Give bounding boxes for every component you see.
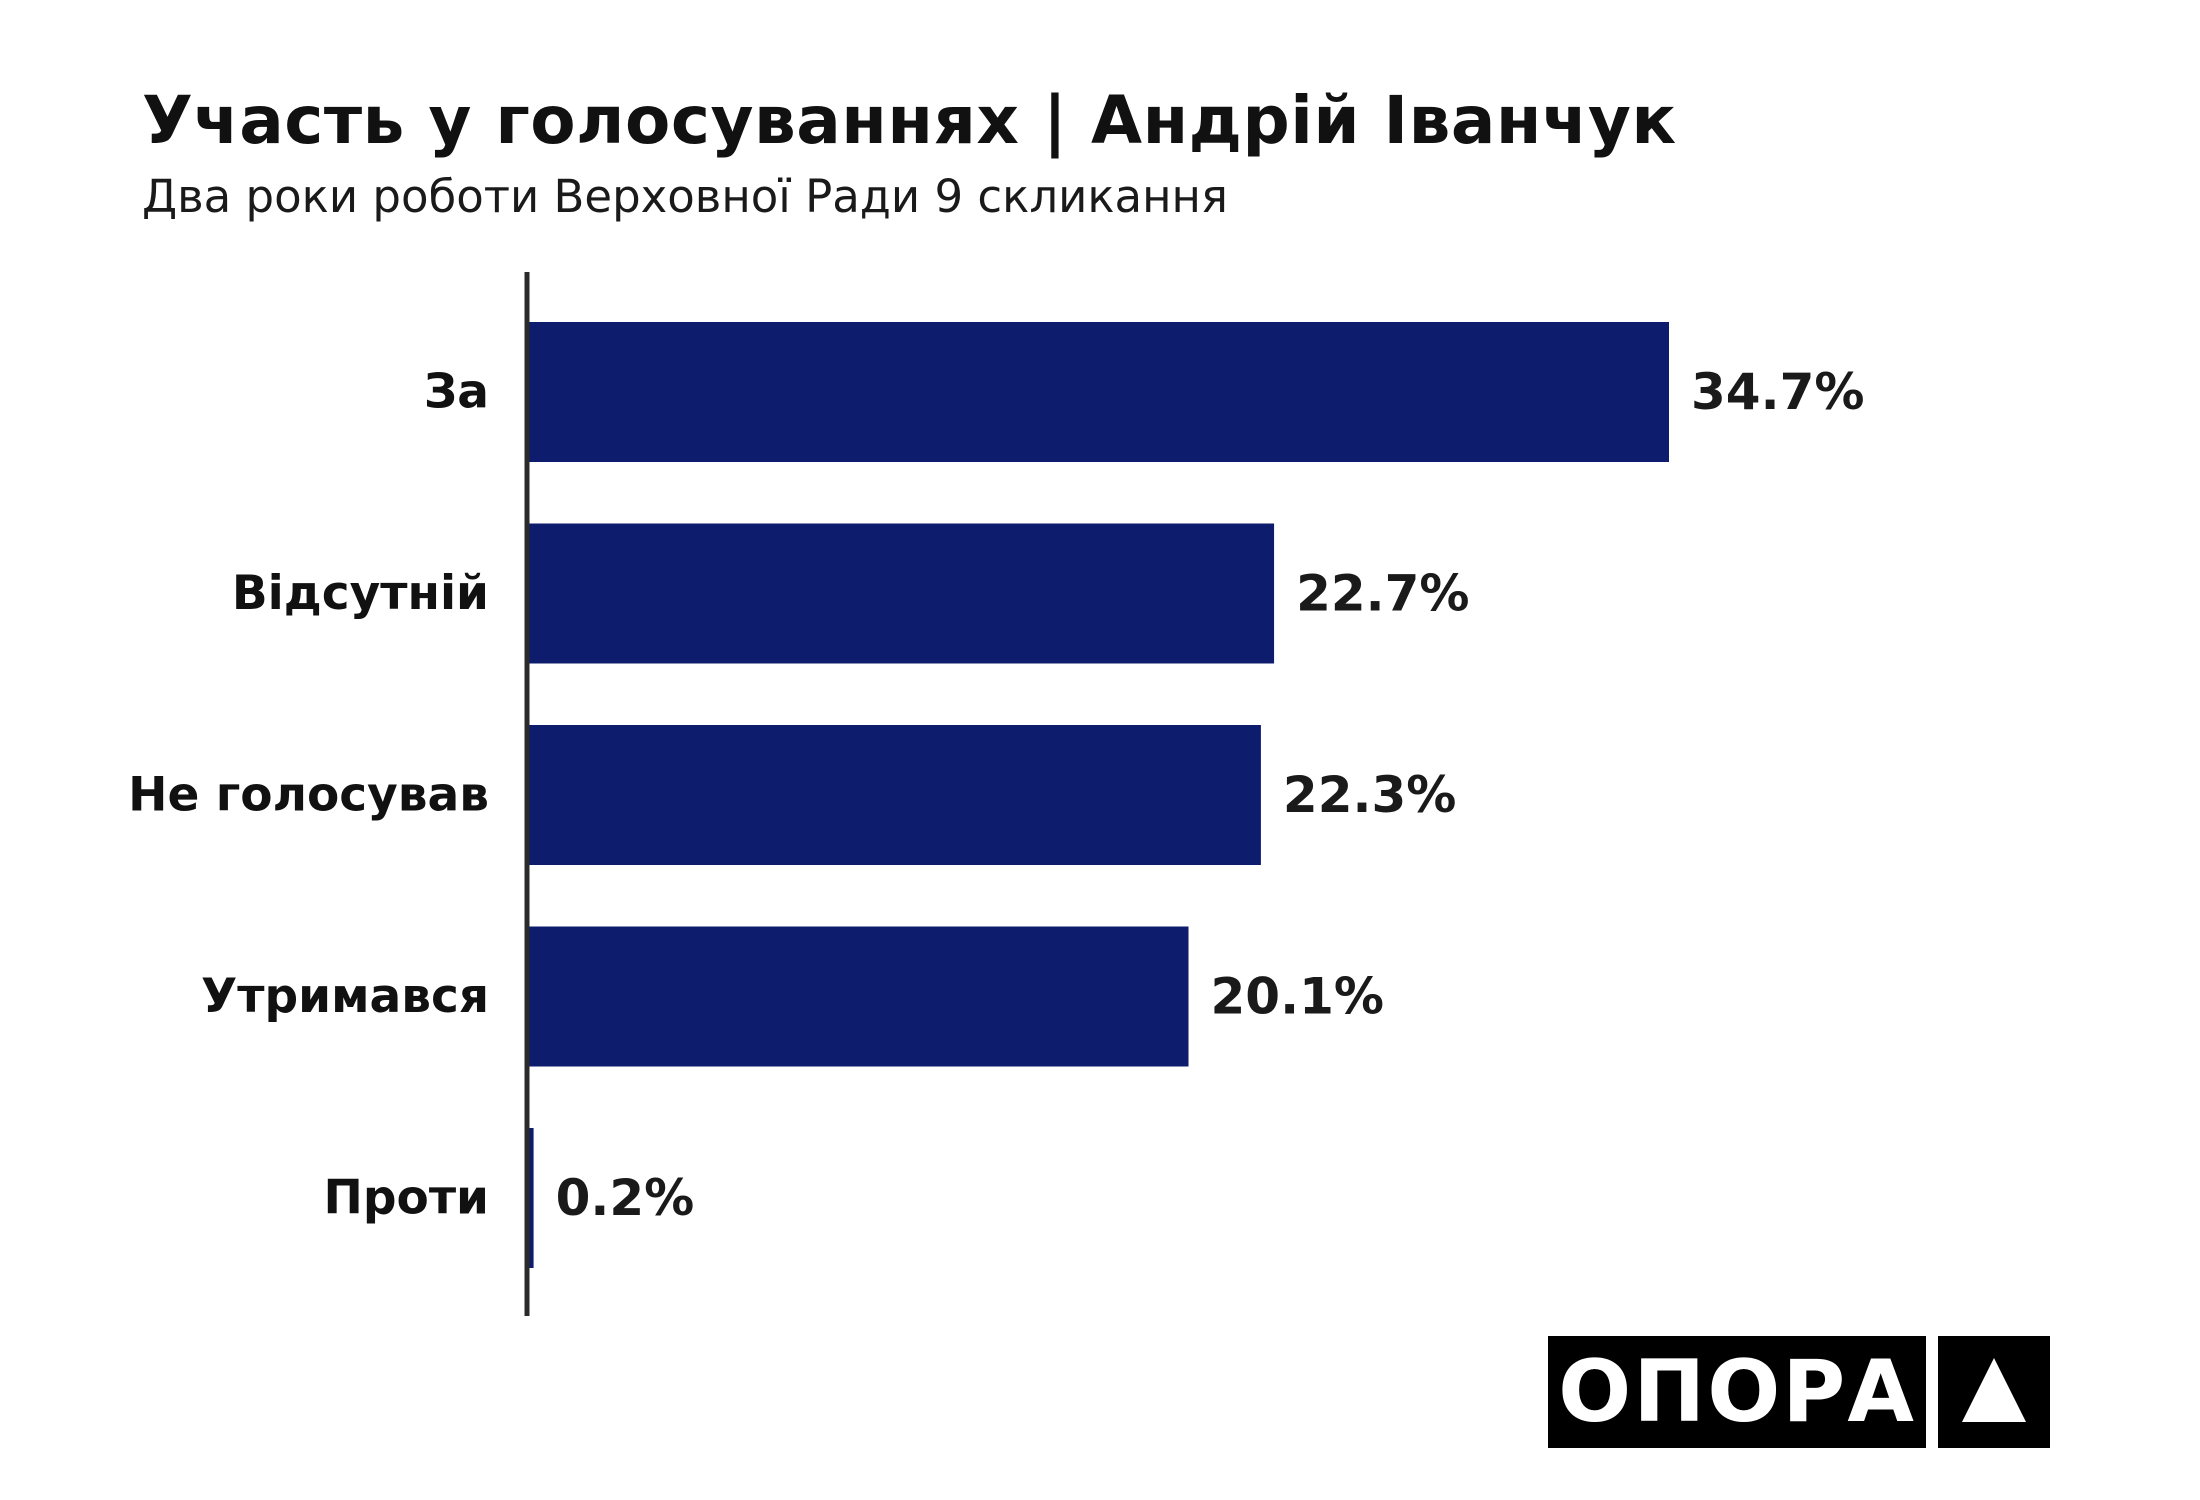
bar-0 (527, 322, 1669, 462)
chart-title: Участь у голосуваннях | Андрій Іванчук (142, 82, 1677, 159)
chart-subtitle: Два роки роботи Верховної Ради 9 скликан… (142, 170, 1228, 223)
bar-4 (527, 1128, 534, 1268)
triangle-up-icon (1938, 1336, 2050, 1448)
bar-2 (527, 725, 1261, 865)
value-label-0: 34.7% (1691, 363, 1864, 421)
bar-1 (527, 523, 1275, 664)
category-label-4: Проти (324, 1171, 489, 1226)
value-label-1: 22.7% (1296, 565, 1469, 623)
bar-3 (527, 926, 1189, 1067)
category-label-0: За (424, 365, 489, 420)
category-label-1: Відсутній (232, 566, 489, 621)
value-label-3: 20.1% (1211, 968, 1384, 1026)
category-label-2: Не голосував (128, 768, 489, 823)
category-label-3: Утримався (201, 969, 489, 1024)
value-label-4: 0.2% (556, 1169, 695, 1227)
bar-chart: За 34.7% Відсутній 22.7% Не голосував 22.3% Ут… (128, 272, 1864, 1316)
brand-logo: ОПОРА (1548, 1336, 1926, 1448)
value-label-2: 22.3% (1283, 766, 1456, 824)
